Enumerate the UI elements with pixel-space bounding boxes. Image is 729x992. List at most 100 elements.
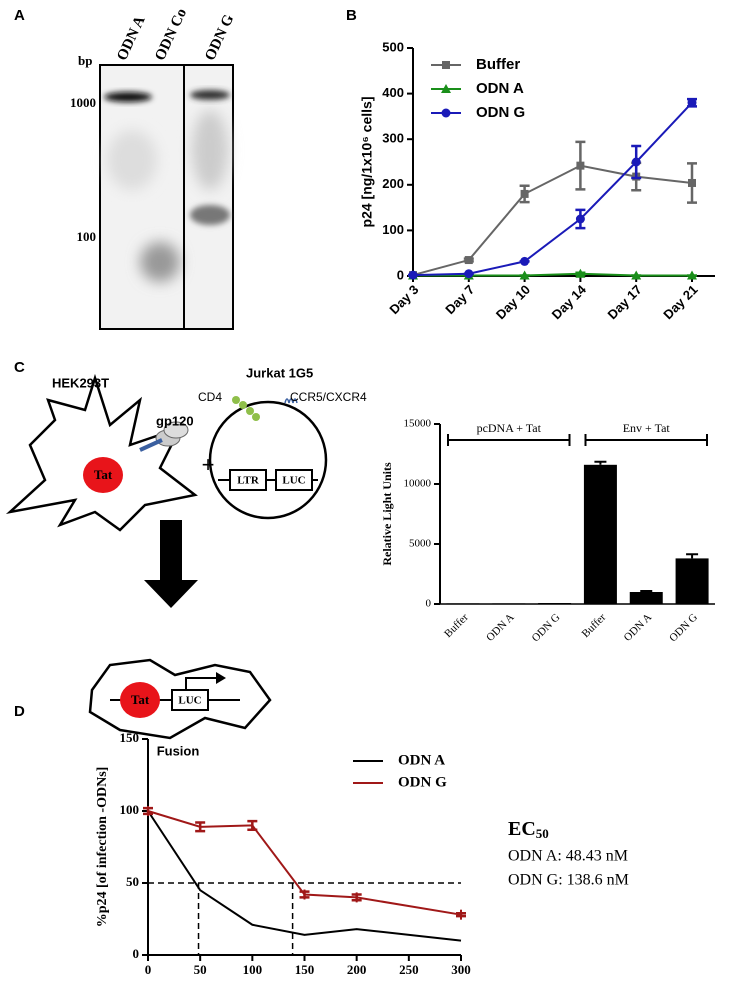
bar bbox=[629, 592, 663, 604]
gel-frame bbox=[99, 64, 234, 330]
smear bbox=[192, 110, 228, 190]
y-tick-label: 0 bbox=[397, 267, 404, 282]
marker bbox=[688, 178, 696, 187]
marker bbox=[520, 256, 530, 266]
gp120-shape bbox=[163, 421, 189, 439]
y-axis-label: p24 [ng/1x10⁶ cells] bbox=[359, 97, 375, 228]
label: Tat bbox=[94, 467, 113, 482]
luc-box bbox=[171, 689, 209, 711]
series-line bbox=[147, 810, 462, 916]
x-tick-label: Day 14 bbox=[549, 281, 590, 322]
series-line bbox=[413, 272, 692, 277]
smear bbox=[107, 130, 157, 190]
x-tick-label: Day 3 bbox=[386, 282, 421, 317]
x-tick-label: 0 bbox=[145, 962, 152, 977]
cd4-shape bbox=[239, 401, 247, 409]
legend-label: ODN G bbox=[398, 774, 447, 790]
error-bar bbox=[686, 553, 699, 559]
x-tick-label: 300 bbox=[451, 962, 471, 977]
panel-label: C bbox=[14, 359, 25, 376]
marker bbox=[631, 157, 641, 167]
bar bbox=[538, 603, 572, 604]
legend-label: Buffer bbox=[476, 56, 520, 73]
gel: ODN A ODN Co ODN G bp 1000 100 bbox=[70, 6, 237, 330]
gp41 bbox=[139, 438, 163, 452]
x-tick-label: ODN G bbox=[667, 611, 700, 644]
y-tick-label: 100 bbox=[382, 222, 404, 237]
x-tick-label: 50 bbox=[194, 962, 207, 977]
band bbox=[140, 242, 180, 282]
y-tick-label: 10000 bbox=[404, 478, 432, 490]
x-tick-label: 250 bbox=[399, 962, 419, 977]
luc-box bbox=[275, 469, 313, 491]
marker bbox=[576, 161, 585, 170]
marker bbox=[687, 98, 697, 108]
tat-circle bbox=[83, 457, 123, 493]
panel-label: A bbox=[14, 7, 25, 24]
label: CCR5/CXCR4 bbox=[290, 390, 367, 404]
error-bar bbox=[594, 460, 607, 465]
bar bbox=[446, 603, 480, 604]
label: LUC bbox=[178, 695, 201, 707]
y-tick-label: 300 bbox=[382, 131, 404, 146]
y-tick-label: 500 bbox=[382, 39, 404, 54]
tat-circle bbox=[120, 682, 160, 718]
bar bbox=[492, 603, 526, 604]
lane-label: ODN Co bbox=[152, 6, 190, 63]
group-bracket bbox=[584, 434, 708, 446]
band bbox=[190, 90, 230, 100]
cd4-shape bbox=[246, 407, 254, 415]
label: gp120 bbox=[156, 413, 194, 428]
marker bbox=[687, 270, 697, 280]
marker bbox=[441, 108, 451, 118]
x-tick-label: 200 bbox=[347, 962, 367, 977]
y-tick-label: 5000 bbox=[409, 538, 432, 550]
y-axis-label: %p24 [of infection -ODNs] bbox=[95, 767, 110, 928]
marker bbox=[464, 269, 474, 279]
x-tick-label: Buffer bbox=[580, 611, 609, 640]
diagram-parts: HEK293T gp120 Tat + Jurkat 1G5 CD4 CCR5/… bbox=[52, 365, 367, 758]
group-label: pcDNA + Tat bbox=[477, 421, 542, 435]
band bbox=[104, 92, 152, 102]
y-tick-label: 400 bbox=[382, 85, 404, 100]
annotation-line: ODN G: 138.6 nM bbox=[508, 872, 629, 889]
x-tick-label: Buffer bbox=[442, 611, 471, 640]
annotation-subscript: 50 bbox=[536, 826, 549, 841]
label: Fusion bbox=[157, 743, 200, 758]
panel-label: B bbox=[346, 7, 357, 24]
y-tick-label: 100 bbox=[120, 802, 140, 817]
bar bbox=[583, 464, 617, 604]
x-tick-label: ODN A bbox=[484, 611, 517, 644]
bar-chart: 0 5000 10000 15000 Relative Light Units Buffe… bbox=[380, 418, 715, 644]
marker bbox=[575, 214, 585, 224]
label: CD4 bbox=[198, 390, 222, 404]
jurkat-cell bbox=[208, 400, 328, 520]
y-tick-label: 50 bbox=[126, 874, 139, 889]
annotation-line: ODN A: 48.43 nM bbox=[508, 848, 628, 865]
x-tick-label: Day 17 bbox=[605, 282, 645, 322]
marker-label: 1000 bbox=[70, 95, 96, 110]
hek-cell bbox=[5, 373, 198, 532]
y-tick-label: 0 bbox=[133, 946, 140, 961]
x-tick-label: ODN G bbox=[530, 611, 563, 644]
x-tick-label: ODN A bbox=[622, 611, 655, 644]
panel-label: D bbox=[14, 703, 25, 720]
unit-label: bp bbox=[78, 53, 92, 68]
y-tick-label: 15000 bbox=[404, 418, 432, 430]
group-bracket bbox=[447, 434, 571, 446]
x-tick-label: 100 bbox=[243, 962, 263, 977]
error-bar bbox=[640, 590, 653, 593]
legend-label: ODN G bbox=[476, 104, 525, 121]
arrow bbox=[144, 520, 198, 608]
x-tick-label: Day 10 bbox=[493, 282, 533, 322]
x-tick-label: Day 21 bbox=[660, 282, 700, 322]
transcription-arrow bbox=[185, 677, 218, 690]
marker bbox=[575, 268, 586, 278]
group-label: Env + Tat bbox=[623, 421, 671, 435]
y-tick-label: 150 bbox=[120, 730, 140, 745]
x-tick-label: Day 7 bbox=[442, 282, 477, 317]
marker bbox=[442, 61, 450, 69]
label: Tat bbox=[131, 692, 150, 707]
diagram bbox=[5, 373, 328, 740]
